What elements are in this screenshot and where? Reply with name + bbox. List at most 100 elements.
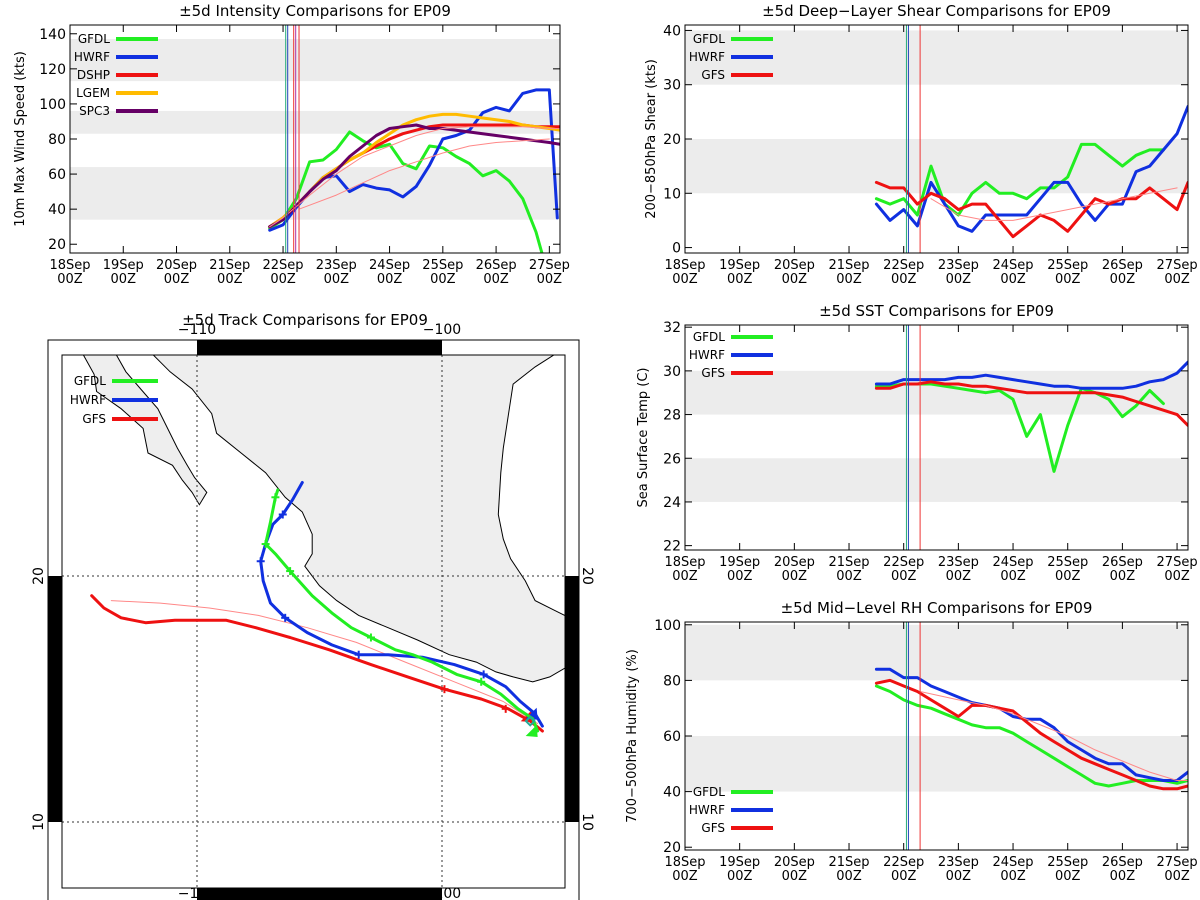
legend-label: HWRF [74, 50, 110, 64]
x-tick-label: 00Z [1110, 569, 1136, 584]
x-tick-label: 00Z [1110, 869, 1136, 884]
x-tick-label: 00Z [1000, 272, 1026, 287]
legend-label: GFDL [78, 32, 110, 46]
x-tick-label: 19Sep [719, 555, 760, 570]
x-tick-label: 18Sep [664, 555, 705, 570]
series-line-consensus [930, 187, 1178, 221]
y-tick-label: 24 [663, 495, 681, 511]
x-tick-label: 00Z [270, 272, 296, 287]
plot-frame [684, 324, 1189, 551]
x-tick-label: 24Sep [369, 258, 410, 273]
y-tick-label: 0 [672, 241, 681, 257]
x-tick-label: 00Z [946, 272, 972, 287]
x-tick-label: 00Z [1110, 272, 1136, 287]
x-tick-label: 00Z [1164, 272, 1190, 287]
y-tick-label: 60 [663, 729, 681, 745]
x-tick-label: 00Z [377, 272, 403, 287]
x-tick-label: 00Z [836, 869, 862, 884]
x-tick-label: 00Z [946, 569, 972, 584]
x-tick-label: 00Z [1055, 569, 1081, 584]
x-tick-label: 00Z [891, 869, 917, 884]
x-tick-label: 00Z [672, 869, 698, 884]
x-tick-label: 00Z [1055, 272, 1081, 287]
lon-tick-label: −110 [178, 322, 216, 338]
series-line-gfdl [874, 142, 1165, 217]
x-tick-label: 00Z [537, 272, 563, 287]
x-tick-label: 26Sep [476, 258, 517, 273]
x-tick-label: 22Sep [263, 258, 304, 273]
x-tick-label: 00Z [1164, 869, 1190, 884]
y-tick-label: 20 [663, 132, 681, 148]
track-start-marker [525, 724, 538, 737]
legend-label: SPC3 [79, 104, 110, 118]
track-line-gfs [90, 594, 544, 733]
x-tick-label: 20Sep [774, 555, 815, 570]
x-tick-label: 20Sep [156, 258, 197, 273]
series-line-hwrf [874, 360, 1188, 390]
y-tick-label: 32 [663, 320, 681, 336]
y-tick-label: 30 [663, 364, 681, 380]
x-tick-label: 27Sep [529, 258, 570, 273]
track-line-consensus [110, 600, 539, 725]
series-line-gfs [874, 180, 1188, 239]
x-tick-label: 20Sep [774, 258, 815, 273]
x-tick-label: 27Sep [1157, 555, 1198, 570]
y-tick-label: 120 [39, 62, 66, 78]
lat-tick-label: 10 [31, 813, 47, 831]
x-tick-label: 00Z [1000, 869, 1026, 884]
x-tick-label: 00Z [727, 569, 753, 584]
x-tick-label: 24Sep [993, 855, 1034, 870]
x-tick-label: 22Sep [883, 855, 924, 870]
chart-title: ±5d Intensity Comparisons for EP09 [179, 2, 451, 20]
x-tick-label: 24Sep [993, 258, 1034, 273]
y-tick-label: 10 [663, 186, 681, 202]
legend-label: HWRF [689, 50, 725, 64]
lon-scale-bar-bottom [197, 888, 442, 900]
lat-scale-bar-right [565, 576, 579, 822]
x-tick-label: 00Z [672, 272, 698, 287]
x-tick-label: 00Z [57, 272, 83, 287]
lon-scale-bar-top [197, 340, 442, 355]
y-tick-label: 22 [663, 539, 681, 555]
map-layer [62, 355, 565, 888]
y-tick-label: 30 [663, 78, 681, 94]
x-tick-label: 24Sep [993, 555, 1034, 570]
legend-label: DSHP [77, 68, 110, 82]
x-tick-label: 26Sep [1102, 855, 1143, 870]
legend-label: HWRF [689, 803, 725, 817]
y-tick-label: 20 [48, 237, 66, 253]
series-line-gfdl [268, 130, 544, 253]
x-tick-label: 00Z [836, 569, 862, 584]
legend-label: GFDL [693, 32, 725, 46]
legend-label: GFS [701, 68, 725, 82]
y-axis-label: 200−850hPa Shear (kts) [644, 59, 659, 219]
y-tick-label: 40 [663, 785, 681, 801]
y-axis-label: 700−500hPa Humidity (%) [625, 649, 640, 823]
series-line-hwrf [874, 667, 1188, 782]
x-tick-label: 00Z [164, 272, 190, 287]
series-group [874, 360, 1188, 473]
x-tick-label: 25Sep [422, 258, 463, 273]
lat-scale-bar-left [48, 576, 62, 822]
y-tick-label: 60 [48, 167, 66, 183]
x-tick-label: 27Sep [1157, 855, 1198, 870]
x-tick-label: 26Sep [1102, 555, 1143, 570]
x-tick-label: 25Sep [1047, 855, 1088, 870]
shade-band [685, 624, 1188, 681]
x-tick-label: 23Sep [316, 258, 357, 273]
series-group [874, 667, 1188, 791]
land-mainland [152, 355, 565, 683]
legend-label: GFDL [693, 330, 725, 344]
series-group [874, 104, 1188, 239]
x-tick-label: 00Z [782, 272, 808, 287]
y-tick-label: 40 [663, 23, 681, 39]
x-tick-label: 00Z [1164, 569, 1190, 584]
series-line-gfs [874, 678, 1188, 791]
land-baja-peninsula [82, 355, 208, 506]
x-tick-label: 23Sep [938, 555, 979, 570]
shade-band [685, 736, 1188, 792]
x-tick-label: 00Z [891, 569, 917, 584]
legend-label: GFS [82, 412, 106, 426]
series-line-hwrf [874, 104, 1188, 233]
lat-tick-label: 10 [579, 813, 595, 831]
